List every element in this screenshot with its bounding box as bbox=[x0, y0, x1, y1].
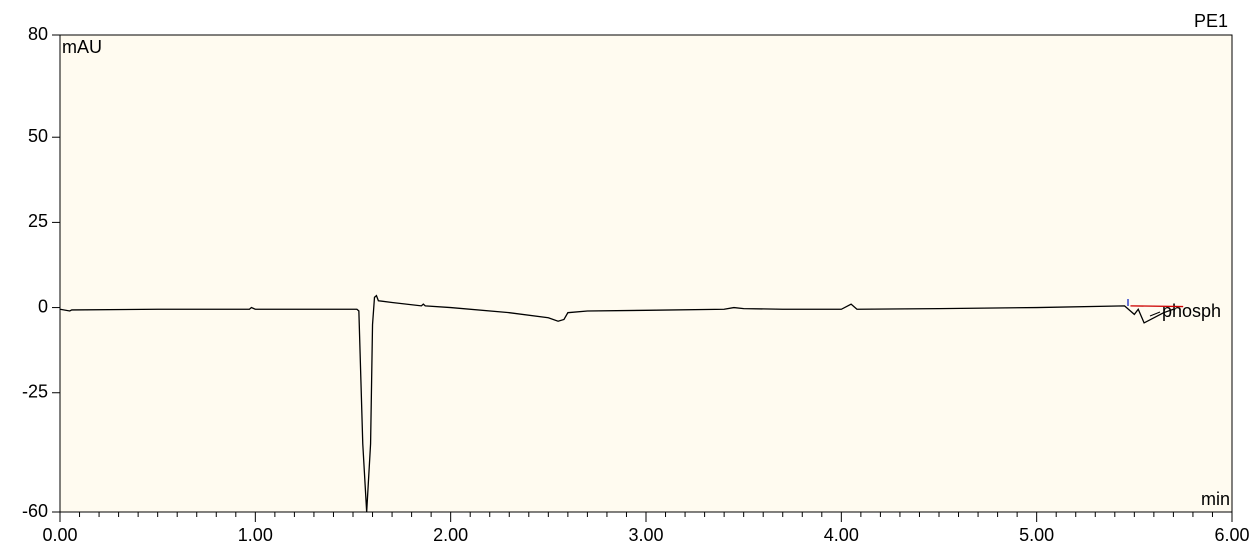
plot-area bbox=[59, 34, 1233, 513]
x-tick-label: 3.00 bbox=[628, 525, 663, 545]
x-tick-label: 1.00 bbox=[238, 525, 273, 545]
detector-label: PE1 bbox=[1194, 11, 1228, 31]
y-unit: mAU bbox=[62, 37, 102, 57]
y-tick-label: 50 bbox=[28, 126, 48, 146]
y-tick-label: -60 bbox=[22, 501, 48, 521]
x-tick-label: 6.00 bbox=[1214, 525, 1249, 545]
y-tick-label: 25 bbox=[28, 211, 48, 231]
trace bbox=[1130, 305, 1184, 308]
y-tick-label: 80 bbox=[28, 24, 48, 44]
x-tick-label: 4.00 bbox=[824, 525, 859, 545]
peak-label: phosph bbox=[1162, 301, 1221, 321]
label-leader bbox=[1149, 311, 1161, 317]
trace bbox=[60, 294, 1174, 512]
x-tick-label: 5.00 bbox=[1019, 525, 1054, 545]
x-tick-label: 2.00 bbox=[433, 525, 468, 545]
x-unit: min bbox=[1201, 489, 1230, 509]
y-tick-label: 0 bbox=[38, 296, 48, 316]
y-tick-label: -25 bbox=[22, 382, 48, 402]
x-tick-label: 0.00 bbox=[42, 525, 77, 545]
